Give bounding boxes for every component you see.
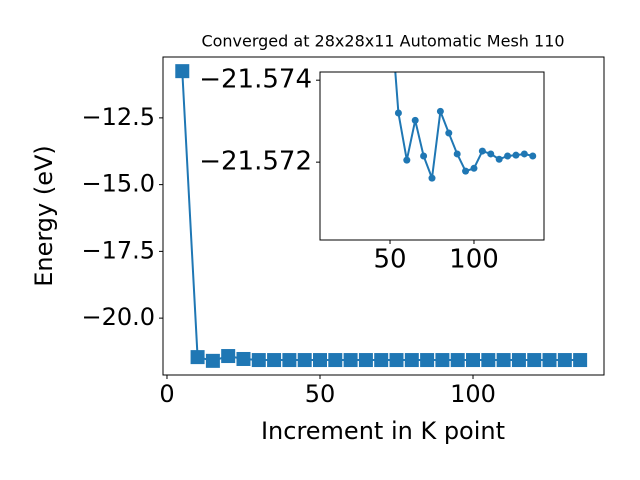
data-point <box>205 353 220 368</box>
axes-frame <box>162 56 605 376</box>
data-point <box>387 0 394 6</box>
data-point <box>175 64 190 79</box>
x-tick-label: 50 <box>373 245 406 275</box>
data-point <box>445 129 453 137</box>
data-point <box>190 350 205 365</box>
y-tick-label: −20.0 <box>81 303 155 331</box>
data-point <box>389 353 404 368</box>
data-point <box>328 353 343 368</box>
data-point <box>282 353 297 368</box>
data-point <box>403 156 411 164</box>
data-point <box>420 353 435 368</box>
data-point <box>436 107 444 115</box>
data-point <box>236 351 251 366</box>
data-point <box>428 174 436 182</box>
data-point <box>251 353 266 368</box>
x-tick-label: 50 <box>305 380 336 408</box>
x-axis-label: Increment in K point <box>261 417 505 445</box>
chart-title: Converged at 28x28x11 Automatic Mesh 110 <box>201 32 564 51</box>
x-tick-label: 0 <box>159 380 174 408</box>
data-point <box>527 353 542 368</box>
data-point <box>573 353 588 368</box>
data-point <box>478 147 486 155</box>
data-point <box>529 152 537 160</box>
data-point <box>512 151 520 159</box>
data-point <box>297 353 312 368</box>
y-tick-label: −12.5 <box>81 103 155 131</box>
axes-frame <box>319 71 545 241</box>
y-tick-label: −21.574 <box>199 65 312 95</box>
data-point <box>481 353 496 368</box>
data-point <box>374 353 389 368</box>
data-point <box>435 353 450 368</box>
plot-layer <box>175 64 588 368</box>
y-axis-label: Energy (eV) <box>30 145 58 287</box>
data-point <box>470 164 478 172</box>
data-point <box>404 353 419 368</box>
data-point <box>420 152 428 160</box>
data-point <box>496 353 511 368</box>
data-point <box>450 353 465 368</box>
data-point <box>511 353 526 368</box>
data-point <box>453 150 461 158</box>
data-point <box>221 349 236 364</box>
data-point <box>466 353 481 368</box>
data-point <box>312 353 327 368</box>
data-point <box>411 116 419 124</box>
y-tick-label: −17.5 <box>81 236 155 264</box>
data-point <box>394 109 402 117</box>
data-point <box>557 353 572 368</box>
data-point <box>487 150 495 158</box>
x-tick-label: 100 <box>449 245 499 275</box>
y-tick-label: −21.572 <box>199 147 312 177</box>
data-point <box>267 353 282 368</box>
data-point <box>358 353 373 368</box>
data-point <box>504 152 512 160</box>
data-point <box>343 353 358 368</box>
data-point <box>520 150 528 158</box>
x-tick-label: 100 <box>450 380 496 408</box>
y-tick-label: −15.0 <box>81 170 155 198</box>
plot-layer <box>387 0 537 182</box>
data-point <box>542 353 557 368</box>
data-point <box>462 167 470 175</box>
data-point <box>495 155 503 163</box>
